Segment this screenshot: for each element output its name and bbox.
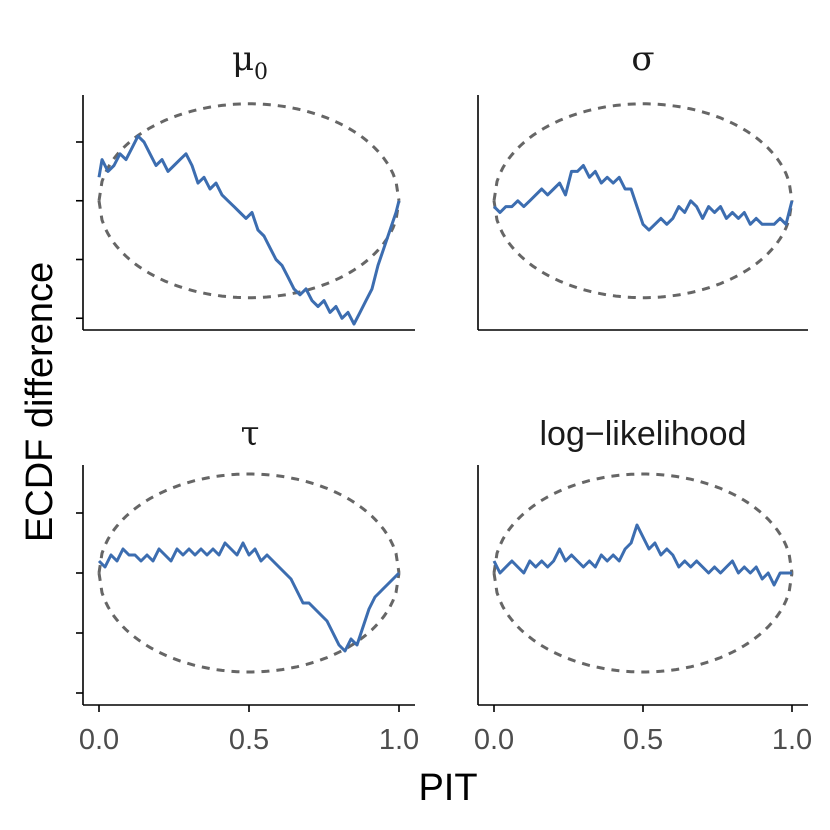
- band-lower: [97, 200, 401, 300]
- ecdf-difference-line: [97, 541, 401, 653]
- panel-1: μ0: [76, 39, 415, 331]
- band-lower: [492, 572, 794, 674]
- x-tick-label: 0.5: [229, 724, 269, 756]
- band-lower: [97, 572, 401, 674]
- panel-grid: μ0 σ τ 0.0 0.5 1.0 log−likelihood 0.0 0.5 1.0: [76, 39, 812, 756]
- x-tick-label: 1.0: [379, 724, 419, 756]
- x-axis-title: PIT: [418, 767, 477, 809]
- panel-title-main: log−likelihood: [540, 415, 747, 453]
- x-tick-label: 1.0: [772, 724, 812, 756]
- band-upper: [492, 472, 794, 574]
- panel-title-main: σ: [631, 39, 654, 79]
- panel-title: σ: [631, 39, 654, 79]
- panel-3: τ 0.0 0.5 1.0: [76, 414, 419, 756]
- band-upper: [492, 102, 794, 202]
- ecdf-difference-line: [492, 164, 794, 232]
- x-tick-label: 0.0: [474, 724, 514, 756]
- panel-title: log−likelihood: [540, 415, 747, 453]
- panel-title-main: τ: [241, 414, 260, 454]
- panel-title: μ0: [232, 39, 268, 85]
- x-tick-label: 0.5: [623, 724, 663, 756]
- band-upper: [97, 102, 401, 202]
- panel-title-subscript: 0: [254, 60, 268, 85]
- ecdf-difference-line: [492, 523, 792, 587]
- x-tick-label: 0.0: [79, 724, 119, 756]
- panel-title-main: μ: [232, 39, 254, 79]
- panel-4: log−likelihood 0.0 0.5 1.0: [474, 415, 812, 756]
- band-lower: [492, 200, 794, 300]
- band-upper: [97, 472, 401, 574]
- panel-title: τ: [241, 414, 260, 454]
- panel-2: σ: [477, 39, 808, 331]
- y-axis-title: ECDF difference: [19, 262, 61, 542]
- ecdf-difference-line: [97, 134, 401, 326]
